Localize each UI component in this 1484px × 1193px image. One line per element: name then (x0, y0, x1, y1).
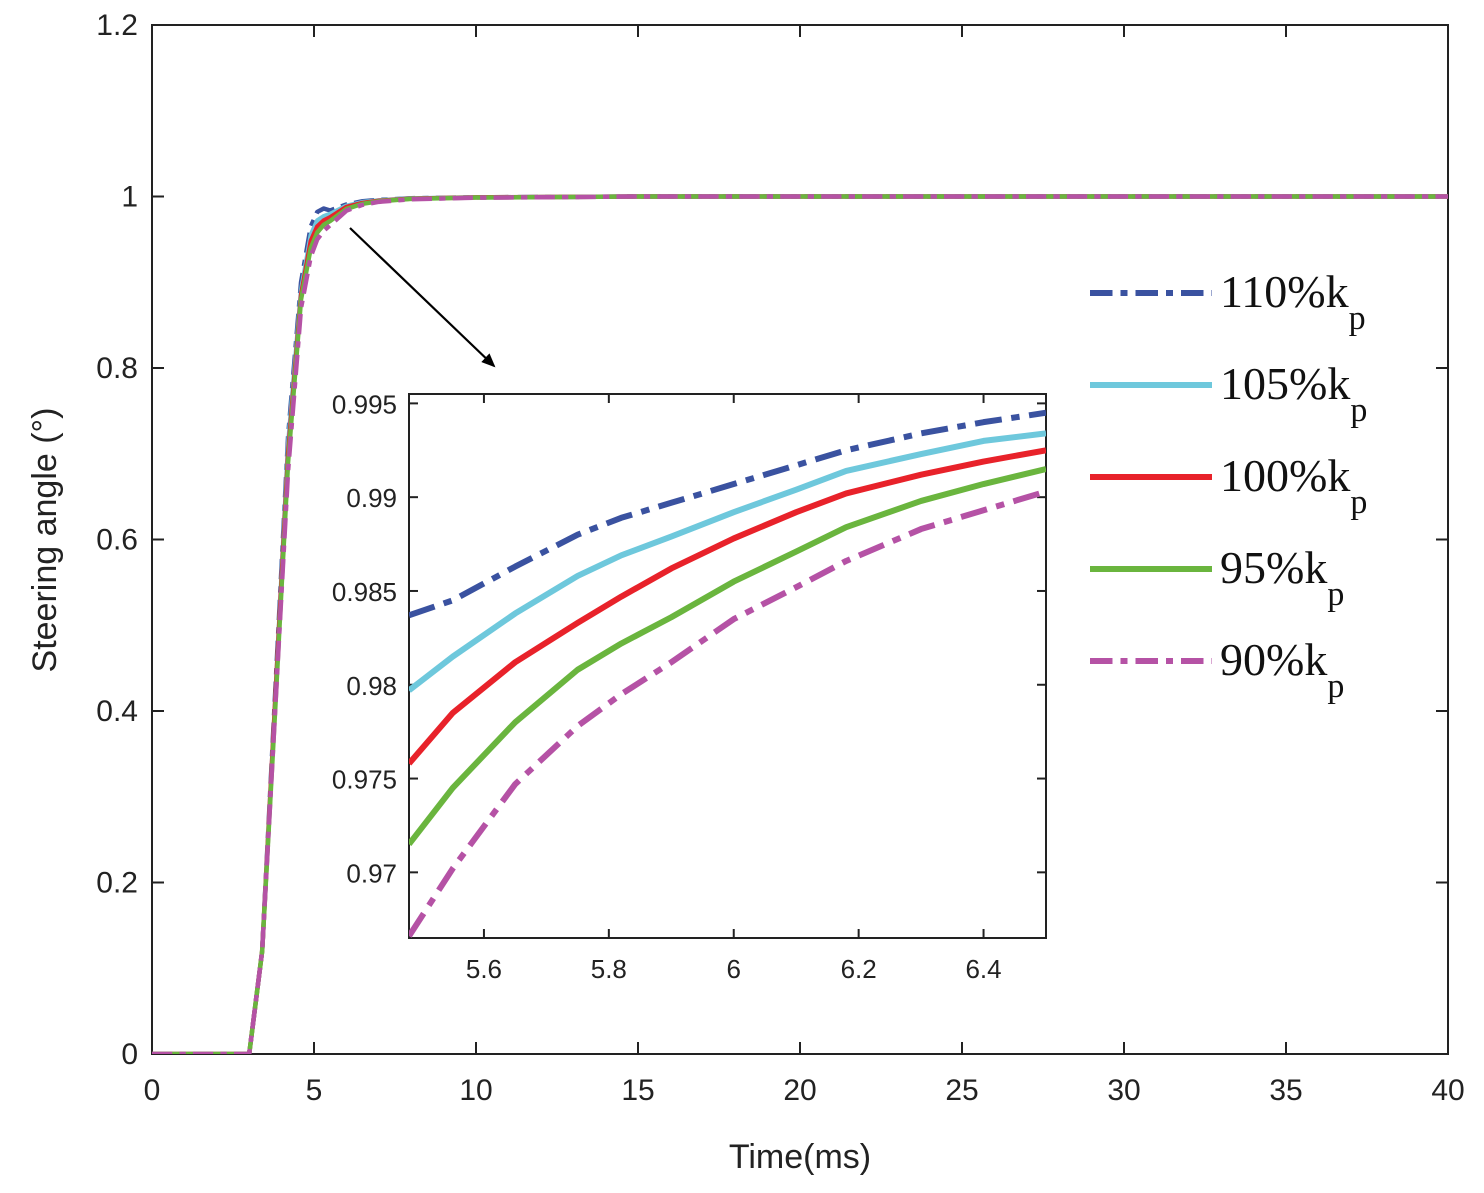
main-series-group (152, 194, 1448, 1054)
inset-series-group (409, 409, 1046, 938)
main-y-tick-label: 0.4 (96, 695, 138, 728)
main-x-tick-label: 35 (1269, 1074, 1302, 1107)
main-y-tick-label: 0 (121, 1038, 138, 1071)
legend-subscript-4: p (1327, 668, 1344, 705)
inset-series-line-2 (409, 447, 1046, 766)
inset-x-tick-label: 6.2 (841, 954, 877, 984)
inset-series-line-0 (409, 409, 1046, 619)
inset-plot-frame (408, 393, 1047, 939)
inset-y-tick-label: 0.98 (346, 671, 397, 701)
legend-label-3: 95%k (1220, 542, 1327, 593)
inset-ticks: 5.6 5.8 6 6.2 6.4 0.97 0.975 0.98 0.985 0.99 0.995 (332, 389, 1046, 984)
inset-y-tick-label: 0.975 (332, 765, 397, 795)
legend-subscript-2: p (1350, 484, 1367, 521)
main-ticks: 0 5 10 15 20 25 30 35 40 0 0.2 0.4 0.6 0.8 1 1.2 (96, 9, 1464, 1107)
inset-y-tick-label: 0.995 (332, 389, 397, 419)
y-axis-title: Steering angle (°) (26, 408, 64, 673)
inset-series-line-1 (409, 430, 1046, 693)
main-x-tick-label: 15 (621, 1074, 654, 1107)
inset-y-tick-label: 0.985 (332, 577, 397, 607)
x-axis-title: Time(ms) (729, 1138, 871, 1176)
zoom-arrow (349, 227, 496, 368)
legend-label-2: 100%k (1220, 450, 1350, 501)
main-x-tick-label: 30 (1107, 1074, 1140, 1107)
legend-label-4: 90%k (1220, 634, 1327, 685)
main-x-tick-label: 40 (1431, 1074, 1464, 1107)
main-y-tick-label: 1 (121, 181, 138, 214)
inset-x-tick-label: 6 (727, 954, 741, 984)
inset-x-tick-label: 5.8 (591, 954, 627, 984)
main-series-line-4 (152, 194, 1448, 1054)
main-x-tick-label: 10 (459, 1074, 492, 1107)
inset-series-line-3 (409, 466, 1046, 847)
inset-x-tick-label: 5.6 (466, 954, 502, 984)
inset-x-tick-label: 6.4 (965, 954, 1001, 984)
main-y-tick-label: 0.2 (96, 867, 138, 900)
legend-label-1: 105%k (1220, 358, 1350, 409)
main-x-tick-label: 25 (945, 1074, 978, 1107)
legend-label-0: 110%k (1220, 266, 1349, 317)
inset-plot-area: 5.6 5.8 6 6.2 6.4 0.97 0.975 0.98 0.985 0.99 0.995 (332, 389, 1047, 984)
main-y-tick-label: 0.8 (96, 352, 138, 385)
main-x-tick-label: 0 (144, 1074, 161, 1107)
main-x-tick-label: 5 (306, 1074, 323, 1107)
legend-subscript-3: p (1327, 576, 1344, 613)
inset-y-tick-label: 0.99 (346, 483, 397, 513)
legend-subscript-0: p (1349, 300, 1366, 337)
main-y-tick-label: 1.2 (96, 9, 138, 42)
inset-series-line-4 (409, 488, 1046, 938)
inset-y-tick-label: 0.97 (346, 858, 397, 888)
legend-subscript-1: p (1350, 392, 1367, 429)
main-y-tick-label: 0.6 (96, 524, 138, 557)
main-x-tick-label: 20 (783, 1074, 816, 1107)
